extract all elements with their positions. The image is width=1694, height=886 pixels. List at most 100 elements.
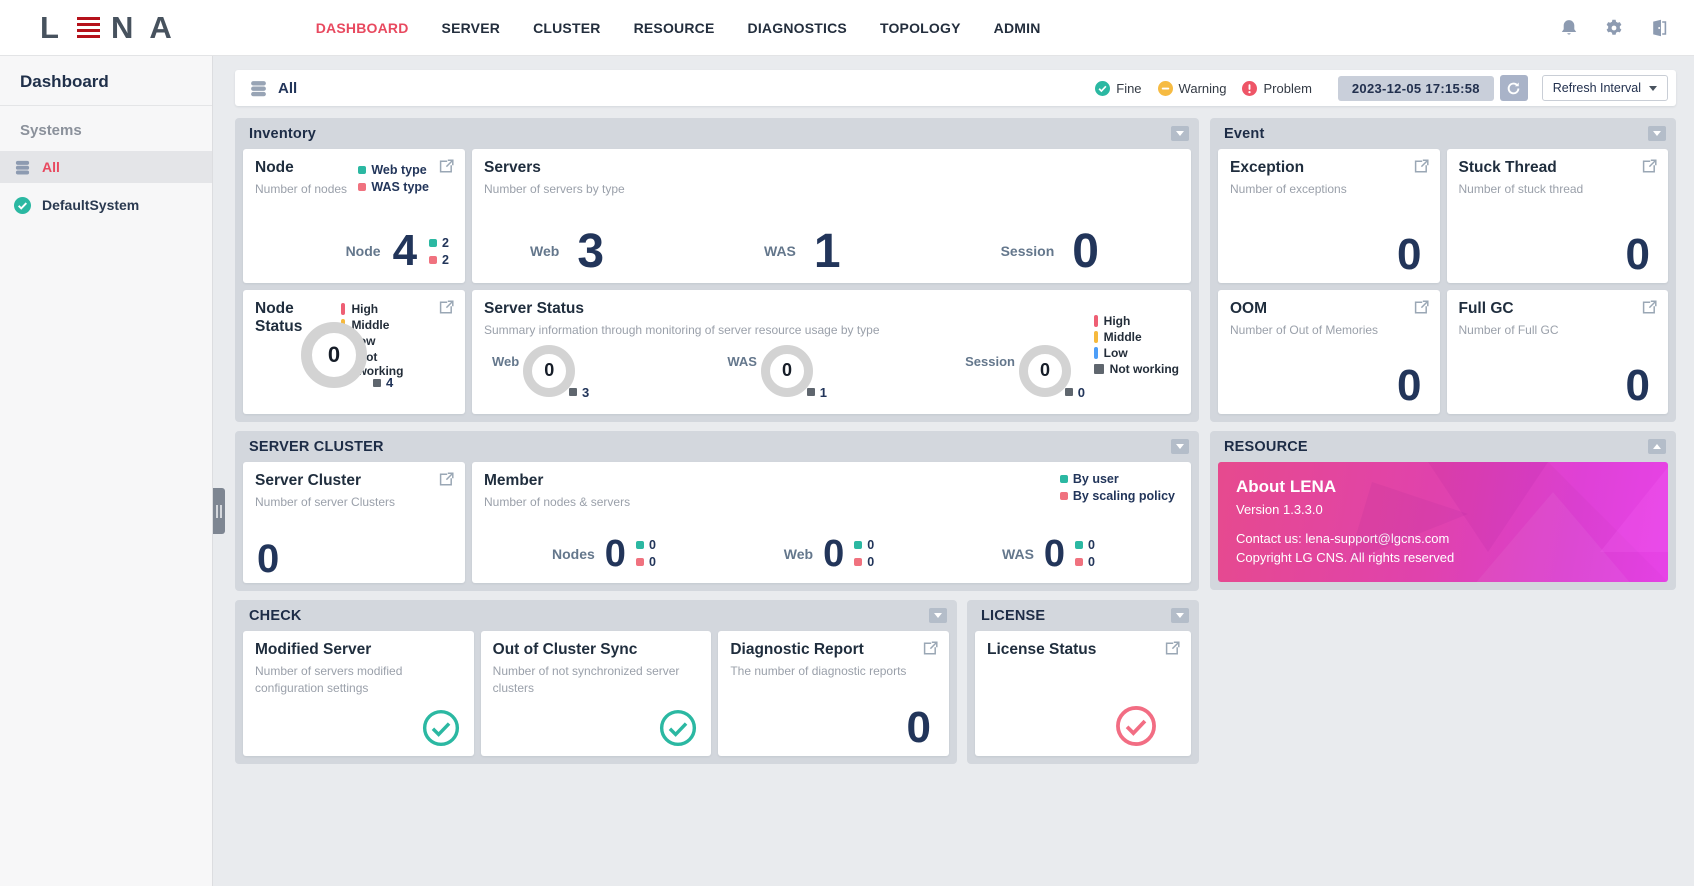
was-count: 0 xyxy=(1043,532,1066,575)
session-status-donut: 0 xyxy=(1018,344,1071,397)
member-nodes-metric: Nodes 0 0 0 xyxy=(552,535,656,573)
open-oom-icon[interactable] xyxy=(1413,299,1430,316)
notifications-bell-icon[interactable] xyxy=(1559,18,1579,38)
low-label: Low xyxy=(1103,346,1128,360)
nav-admin[interactable]: ADMIN xyxy=(993,19,1041,36)
not-working-count: 4 xyxy=(373,375,393,390)
metric-label: Session xyxy=(1000,243,1055,260)
metric-label: Nodes xyxy=(552,545,595,562)
nav-dashboard[interactable]: DASHBOARD xyxy=(315,19,409,36)
open-server-cluster-icon[interactable] xyxy=(438,471,455,488)
about-contact: Contact us: lena-support@lgcns.com xyxy=(1236,531,1450,546)
nav-resource[interactable]: RESOURCE xyxy=(633,19,715,36)
fine-label: Fine xyxy=(1116,80,1142,96)
card-title: Stuck Thread xyxy=(1458,159,1557,176)
web-type-label: Web type xyxy=(371,163,427,177)
high-swatch xyxy=(1093,315,1098,327)
collapse-server-cluster-button[interactable] xyxy=(1171,439,1189,454)
card-title: Diagnostic Report xyxy=(730,641,864,658)
open-full-gc-icon[interactable] xyxy=(1641,299,1658,316)
open-diagnostic-report-icon[interactable] xyxy=(922,640,939,657)
was-type-label: WAS type xyxy=(371,180,429,194)
middle-label: Middle xyxy=(1103,330,1142,344)
sidebar-item-label: DefaultSystem xyxy=(42,197,140,213)
license-alert-check-icon xyxy=(1115,705,1157,747)
collapse-license-button[interactable] xyxy=(1171,608,1189,623)
not-working-swatch xyxy=(373,378,381,387)
metric-label: WAS xyxy=(1002,545,1034,562)
not-working-count: 0 xyxy=(1064,384,1085,400)
lena-logo[interactable]: L N A xyxy=(40,10,182,46)
high-label: High xyxy=(351,302,379,316)
servers-session-metric: Session 0 xyxy=(1000,227,1099,275)
collapse-resource-button[interactable] xyxy=(1648,439,1666,454)
diagnostic-report-count: 0 xyxy=(906,703,931,753)
logo-e-bars-icon xyxy=(76,16,100,39)
servers-web-metric: Web 3 xyxy=(530,227,604,275)
card-stuck-thread: Stuck Thread Number of stuck thread 0 xyxy=(1446,149,1668,283)
was-type-swatch xyxy=(429,255,438,264)
logo-letter-a: A xyxy=(149,9,182,45)
by-user-count: 0 xyxy=(1088,538,1095,553)
card-subtitle: Number of nodes & servers xyxy=(484,495,631,509)
node-status-donut: 0 xyxy=(301,322,367,388)
card-title: Exception xyxy=(1230,159,1305,176)
collapse-event-button[interactable] xyxy=(1648,126,1666,141)
panel-title: LICENSE xyxy=(981,607,1046,624)
metric-label: WAS xyxy=(727,353,757,369)
by-scaling-policy-swatch xyxy=(854,558,863,567)
scope-label: All xyxy=(278,79,298,97)
metric-label: WAS xyxy=(764,243,796,260)
nav-cluster[interactable]: CLUSTER xyxy=(533,19,601,36)
collapse-inventory-button[interactable] xyxy=(1171,126,1189,141)
open-exception-icon[interactable] xyxy=(1413,158,1430,175)
nav-topology[interactable]: TOPOLOGY xyxy=(879,19,961,36)
settings-gear-icon[interactable] xyxy=(1604,18,1624,38)
nav-diagnostics[interactable]: DIAGNOSTICS xyxy=(747,19,847,36)
count-value: 1 xyxy=(819,384,827,400)
servers-metrics: Web 3 WAS 1 Session 0 xyxy=(472,227,1191,275)
logout-door-icon[interactable] xyxy=(1649,18,1669,38)
high-swatch xyxy=(341,303,346,315)
stuck-thread-count: 0 xyxy=(1625,230,1650,280)
card-server-cluster: Server Cluster Number of server Clusters… xyxy=(243,462,465,583)
database-icon xyxy=(14,159,31,176)
node-count-metric: Node 4 2 2 xyxy=(346,229,449,273)
card-title: Full GC xyxy=(1458,300,1514,317)
middle-label: Middle xyxy=(351,318,390,332)
open-stuck-thread-icon[interactable] xyxy=(1641,158,1658,175)
servers-was-metric: WAS 1 xyxy=(764,227,841,275)
card-subtitle: Number of Full GC xyxy=(1458,323,1559,337)
collapse-check-button[interactable] xyxy=(929,608,947,623)
open-license-status-icon[interactable] xyxy=(1164,640,1181,657)
card-node-status: Node Status High Middle Low Not working xyxy=(243,290,465,414)
open-node-detail-icon[interactable] xyxy=(438,158,455,175)
panel-server-cluster: SERVER CLUSTER Server Cluster Number of … xyxy=(235,431,1199,591)
member-was-metric: WAS 0 0 0 xyxy=(1002,532,1095,575)
member-legend: By user By scaling policy xyxy=(1059,472,1175,503)
not-working-count: 3 xyxy=(568,385,589,400)
card-license-status: License Status xyxy=(975,631,1191,756)
panel-title: Inventory xyxy=(249,125,317,142)
sidebar-item-all[interactable]: All xyxy=(0,151,212,183)
by-user-count: 0 xyxy=(648,538,656,553)
chevron-down-icon xyxy=(1176,613,1184,618)
sidebar-collapse-handle[interactable] xyxy=(213,488,225,534)
member-web-metric: Web 0 0 0 xyxy=(784,535,874,573)
scope-topbar: All Fine Warning Pr xyxy=(235,70,1676,106)
by-policy-count: 0 xyxy=(648,555,656,570)
node-type-legend: Web type WAS type xyxy=(358,163,429,198)
oom-count: 0 xyxy=(1397,361,1422,411)
panel-license: LICENSE License Status xyxy=(967,600,1199,764)
refresh-button[interactable] xyxy=(1499,75,1528,101)
count-value: 4 xyxy=(386,375,394,390)
count-value: 0 xyxy=(1077,384,1085,400)
middle-swatch xyxy=(1093,331,1098,343)
sidebar-item-defaultsystem[interactable]: DefaultSystem xyxy=(0,189,212,221)
open-node-status-icon[interactable] xyxy=(438,299,455,316)
panel-title: CHECK xyxy=(249,607,302,624)
chevron-up-icon xyxy=(1653,444,1661,449)
problem-exclamation-icon xyxy=(1242,81,1257,96)
refresh-interval-dropdown[interactable]: Refresh Interval xyxy=(1541,75,1668,101)
nav-server[interactable]: SERVER xyxy=(441,19,501,36)
